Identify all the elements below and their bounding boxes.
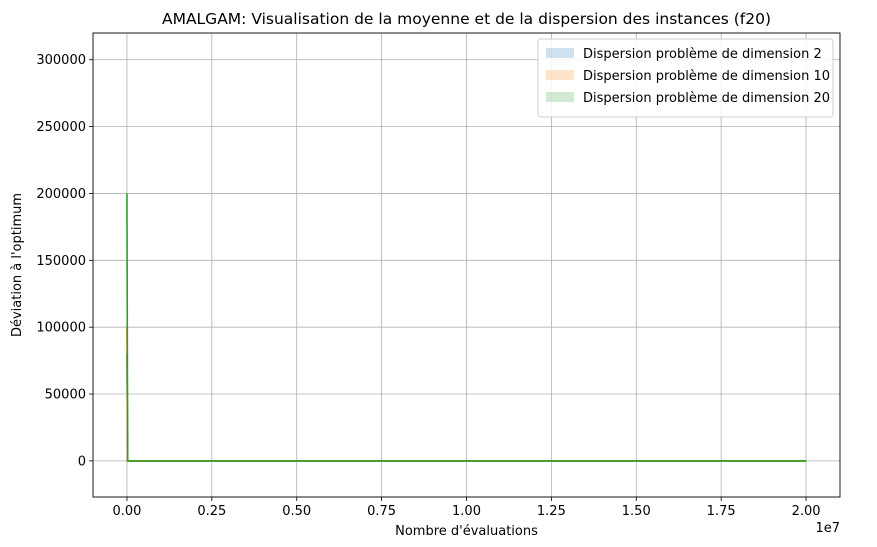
x-tick-label: 0.00 [112,504,141,519]
x-tick-label: 1.25 [537,504,566,519]
legend-swatch [546,48,574,58]
x-tick-label: 0.25 [197,504,226,519]
legend: Dispersion problème de dimension 2 Disper… [537,38,834,118]
y-tick-label: 200000 [36,187,86,202]
x-tick-label: 1.00 [452,504,481,519]
x-tick-label: 1.50 [622,504,651,519]
legend-label: Dispersion problème de dimension 10 [583,69,830,84]
y-tick-label: 50000 [45,388,86,403]
x-axis-offset-label: 1e7 [815,521,840,536]
mean-line [126,193,807,462]
x-axis-ticks: 0.00 0.25 0.50 0.75 1.00 1.25 1.50 1.75 2.00 [112,497,821,519]
y-axis-ticks: 0 50000 100000 150000 200000 250000 300000 [36,53,93,469]
chart-title: AMALGAM: Visualisation de la moyenne et … [162,10,771,28]
x-axis-title: Nombre d'évaluations [395,524,538,539]
y-tick-label: 150000 [36,254,86,269]
legend-label: Dispersion problème de dimension 20 [583,91,830,106]
legend-label: Dispersion problème de dimension 2 [583,47,822,62]
legend-swatch [546,92,574,102]
legend-swatch [546,70,574,80]
y-tick-label: 0 [78,454,86,469]
x-tick-label: 2.00 [792,504,821,519]
x-tick-label: 1.75 [707,504,736,519]
y-axis-title: Déviation à l'optimum [10,193,25,337]
x-tick-label: 0.75 [367,504,396,519]
y-tick-label: 100000 [36,321,86,336]
mean-lines [126,193,807,462]
x-tick-label: 0.50 [282,504,311,519]
legend-box [537,38,834,118]
y-tick-label: 300000 [36,53,86,68]
y-tick-label: 250000 [36,120,86,135]
